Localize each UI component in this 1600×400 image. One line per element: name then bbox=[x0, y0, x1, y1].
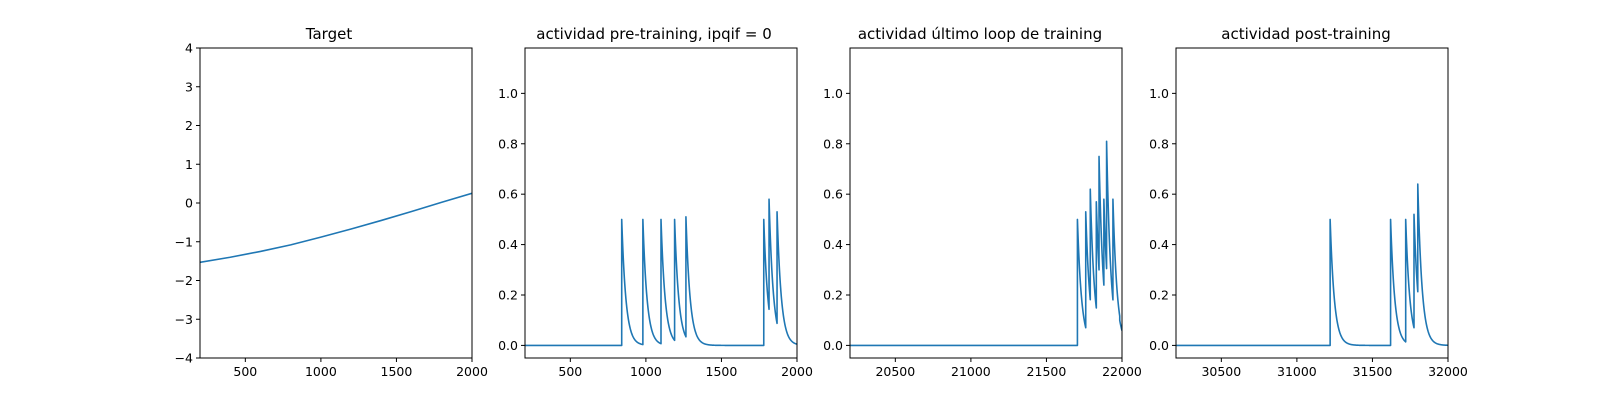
plot-area bbox=[525, 198, 797, 347]
x-axis: 500 1000 1500 2000 bbox=[233, 358, 488, 379]
y-tick-label: 0.0 bbox=[823, 338, 843, 353]
x-tick-label: 1000 bbox=[630, 364, 662, 379]
y-tick-label: 0.4 bbox=[498, 237, 518, 252]
series-line bbox=[525, 198, 797, 347]
panel-post-training: actividad post-training 30500 31000 31500 3… bbox=[1149, 25, 1468, 379]
plot-area bbox=[1176, 183, 1448, 347]
x-tick-label: 31500 bbox=[1353, 364, 1393, 379]
panel-last-training-loop: actividad último loop de training 20500 2… bbox=[823, 25, 1142, 379]
y-tick-label: 0.6 bbox=[498, 187, 518, 202]
y-tick-label: −2 bbox=[175, 273, 193, 288]
plot-area bbox=[850, 140, 1122, 347]
y-tick-label: 0.8 bbox=[1149, 136, 1169, 151]
panel-title: actividad post-training bbox=[1221, 25, 1390, 43]
x-tick-label: 30500 bbox=[1201, 364, 1241, 379]
x-tick-label: 21500 bbox=[1027, 364, 1067, 379]
x-tick-label: 2000 bbox=[456, 364, 488, 379]
y-tick-label: 1 bbox=[185, 157, 193, 172]
y-tick-label: 0.2 bbox=[498, 287, 518, 302]
x-tick-label: 1500 bbox=[706, 364, 738, 379]
x-tick-label: 500 bbox=[558, 364, 582, 379]
y-tick-label: 1.0 bbox=[498, 86, 518, 101]
x-tick-label: 2000 bbox=[781, 364, 813, 379]
x-axis: 20500 21000 21500 22000 bbox=[875, 358, 1142, 379]
y-tick-label: 0.8 bbox=[823, 136, 843, 151]
series-line bbox=[200, 192, 472, 264]
x-tick-label: 20500 bbox=[875, 364, 915, 379]
y-tick-label: 0.8 bbox=[498, 136, 518, 151]
y-axis: 0.0 0.2 0.4 0.6 0.8 1.0 bbox=[498, 86, 525, 353]
x-tick-label: 1500 bbox=[381, 364, 413, 379]
series-line bbox=[1176, 183, 1448, 347]
y-axis: 0.0 0.2 0.4 0.6 0.8 1.0 bbox=[1149, 86, 1176, 353]
y-tick-label: −3 bbox=[175, 312, 193, 327]
panel-title: actividad pre-training, ipqif = 0 bbox=[536, 25, 772, 43]
x-axis: 30500 31000 31500 32000 bbox=[1201, 358, 1468, 379]
panel-pre-training: actividad pre-training, ipqif = 0 500 100… bbox=[498, 25, 813, 379]
y-tick-label: 1.0 bbox=[823, 86, 843, 101]
y-tick-label: 0.0 bbox=[1149, 338, 1169, 353]
x-axis: 500 1000 1500 2000 bbox=[558, 358, 813, 379]
y-tick-label: −4 bbox=[175, 351, 193, 366]
y-axis: −4 −3 −2 −1 0 1 2 3 4 bbox=[175, 41, 200, 366]
plot-area bbox=[200, 192, 472, 264]
y-tick-label: 0.4 bbox=[1149, 237, 1169, 252]
y-tick-label: 0.2 bbox=[1149, 287, 1169, 302]
y-tick-label: 1.0 bbox=[1149, 86, 1169, 101]
x-tick-label: 31000 bbox=[1277, 364, 1317, 379]
x-tick-label: 32000 bbox=[1428, 364, 1468, 379]
y-tick-label: 0.0 bbox=[498, 338, 518, 353]
axes-frame bbox=[849, 47, 1123, 359]
y-tick-label: 0 bbox=[185, 196, 193, 211]
y-tick-label: 3 bbox=[185, 79, 193, 94]
y-tick-label: 0.6 bbox=[823, 187, 843, 202]
panel-target: Target 500 1000 1500 2000 −4 −3 −2 −1 0 1 2 3 4 bbox=[175, 25, 488, 379]
y-tick-label: 4 bbox=[185, 41, 193, 56]
y-tick-label: 0.4 bbox=[823, 237, 843, 252]
x-tick-label: 1000 bbox=[305, 364, 337, 379]
x-tick-label: 500 bbox=[233, 364, 257, 379]
y-tick-label: 0.6 bbox=[1149, 187, 1169, 202]
y-tick-label: 0.2 bbox=[823, 287, 843, 302]
x-tick-label: 22000 bbox=[1102, 364, 1142, 379]
y-tick-label: −1 bbox=[175, 234, 193, 249]
y-axis: 0.0 0.2 0.4 0.6 0.8 1.0 bbox=[823, 86, 850, 353]
panel-title: actividad último loop de training bbox=[858, 25, 1102, 43]
axes-frame bbox=[524, 47, 798, 359]
axes-frame bbox=[1175, 47, 1449, 359]
series-line bbox=[850, 140, 1122, 347]
panel-title: Target bbox=[305, 25, 353, 43]
y-tick-label: 2 bbox=[185, 118, 193, 133]
x-tick-label: 21000 bbox=[951, 364, 991, 379]
